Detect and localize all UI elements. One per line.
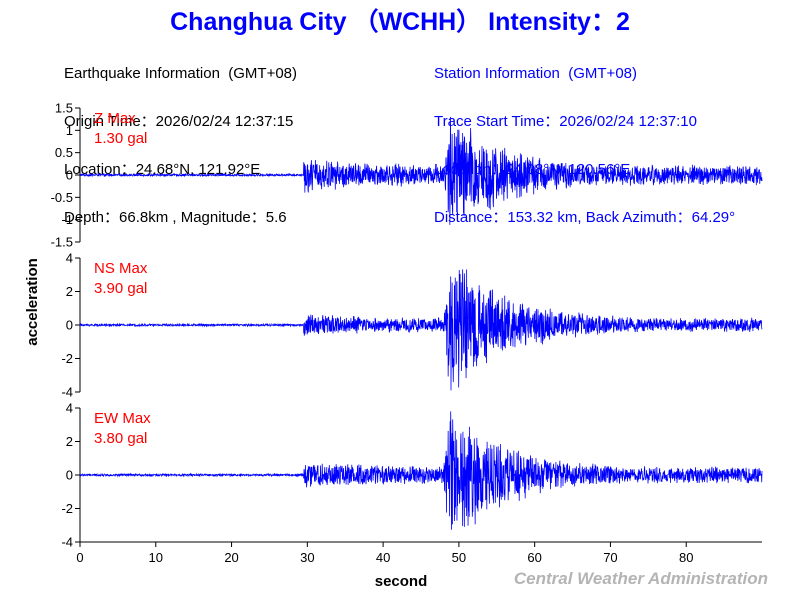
y-tick-label: 0 — [66, 468, 73, 483]
max-value-z: 1.30 gal — [94, 130, 147, 147]
panel-ew: 4 2 0 -2 -4 EW Max 3.80 gal — [61, 401, 763, 550]
waveform-ew — [79, 411, 763, 530]
max-label-z: Z Max — [94, 110, 136, 127]
x-tick-label: 60 — [527, 550, 541, 565]
y-tick-label: 4 — [66, 251, 73, 266]
y-tick-label: 0 — [66, 318, 73, 333]
y-tick-label: 2 — [66, 284, 73, 299]
y-tick-label: -4 — [61, 535, 73, 550]
y-tick-label: 1 — [66, 123, 73, 138]
station-info-header: Station Information (GMT+08) — [434, 65, 637, 82]
max-label-ew: EW Max — [94, 410, 151, 427]
x-tick-label: 70 — [603, 550, 617, 565]
y-tick-label: 4 — [66, 401, 73, 416]
max-value-ns: 3.90 gal — [94, 280, 147, 297]
x-tick-label: 40 — [376, 550, 390, 565]
y-tick-label: 0 — [66, 168, 73, 183]
credit-text: Central Weather Administration — [513, 569, 768, 588]
x-tick-label: 50 — [452, 550, 466, 565]
y-tick-label: 2 — [66, 434, 73, 449]
panel-z: 1.5 1 0.5 0 -0.5 -1 -1.5 Z Max 1.30 gal — [51, 101, 763, 250]
trace-start-time: Trace Start Time：2026/02/24 12:37:10 — [434, 113, 697, 130]
page-title: Changhua City （WCHH） Intensity：2 — [170, 8, 630, 36]
x-tick-label: 10 — [149, 550, 163, 565]
y-tick-label: -0.5 — [51, 190, 73, 205]
depth-magnitude: Depth：66.8km , Magnitude：5.6 — [64, 209, 287, 226]
x-tick-label: 20 — [224, 550, 238, 565]
x-axis-title: second — [375, 573, 428, 590]
y-tick-label: -2 — [61, 351, 73, 366]
y-tick-label: -1.5 — [51, 235, 73, 250]
y-tick-label: 0.5 — [55, 145, 73, 160]
y-tick-label: -1 — [61, 212, 73, 227]
x-tick-label: 80 — [679, 550, 693, 565]
y-tick-label: -2 — [61, 501, 73, 516]
earthquake-info-header: Earthquake Information (GMT+08) — [64, 65, 298, 82]
x-tick-label: 0 — [76, 550, 83, 565]
epicenter-location: Location：24.68°N, 121.92°E — [64, 161, 261, 178]
earthquake-info: Earthquake Information (GMT+08) Origin T… — [64, 34, 297, 258]
waveform-ns — [79, 269, 763, 391]
panel-ns: 4 2 0 -2 -4 NS Max 3.90 gal — [61, 251, 763, 400]
waveform-z — [79, 116, 763, 225]
origin-time: Origin Time：2026/02/24 12:37:15 — [64, 113, 294, 130]
y-tick-label: 1.5 — [55, 101, 73, 116]
max-label-ns: NS Max — [94, 260, 148, 277]
y-tick-label: -4 — [61, 385, 73, 400]
max-value-ew: 3.80 gal — [94, 430, 147, 447]
y-axis-title: acceleration — [24, 258, 41, 346]
x-tick-label: 30 — [300, 550, 314, 565]
